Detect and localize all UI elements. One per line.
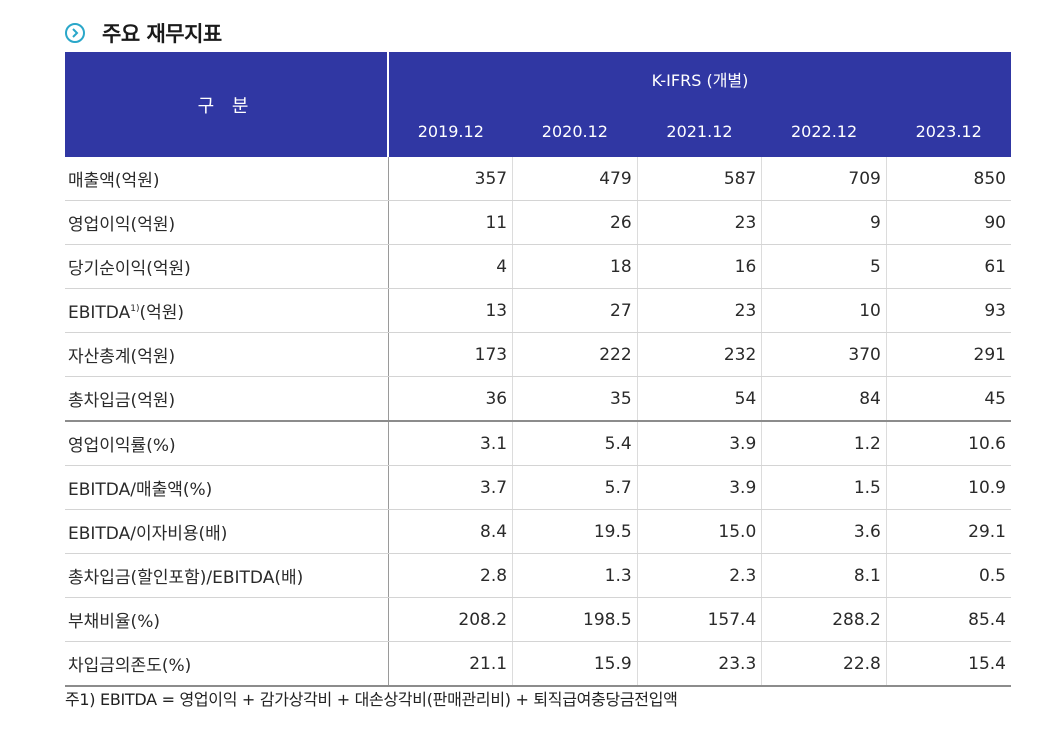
cell-value: 2.3 bbox=[637, 553, 763, 598]
cell-value: 3.9 bbox=[637, 421, 763, 466]
cell-value: 5.7 bbox=[512, 465, 638, 510]
cell-value: 84 bbox=[761, 376, 887, 422]
year-header: 2022.12 bbox=[761, 105, 887, 157]
cell-value: 61 bbox=[886, 244, 1011, 289]
row-label: 자산총계(억원) bbox=[65, 332, 389, 377]
cell-value: 357 bbox=[388, 157, 514, 201]
cell-value: 19.5 bbox=[512, 509, 638, 554]
corner-header: 구 분 bbox=[65, 52, 389, 157]
cell-value: 5.4 bbox=[512, 421, 638, 466]
cell-value: 10.6 bbox=[886, 421, 1011, 466]
row-label-suffix: (억원) bbox=[139, 303, 185, 323]
table-row: 영업이익률(%) 3.1 5.4 3.9 1.2 10.6 bbox=[65, 421, 1011, 466]
cell-value: 291 bbox=[886, 332, 1011, 377]
table-row: 매출액(억원) 357 479 587 709 850 bbox=[65, 157, 1011, 201]
cell-value: 93 bbox=[886, 288, 1011, 333]
row-label: 영업이익률(%) bbox=[65, 421, 389, 466]
cell-value: 36 bbox=[388, 376, 514, 422]
cell-value: 90 bbox=[886, 200, 1011, 245]
cell-value: 0.5 bbox=[886, 553, 1011, 598]
row-label: 영업이익(억원) bbox=[65, 200, 389, 245]
cell-value: 9 bbox=[761, 200, 887, 245]
cell-value: 23 bbox=[637, 288, 763, 333]
row-label: EBITDA/이자비용(배) bbox=[65, 509, 389, 554]
footnote: 주1) EBITDA = 영업이익 + 감가상각비 + 대손상각비(판매관리비)… bbox=[65, 690, 678, 709]
row-label-text: EBITDA bbox=[68, 303, 131, 323]
table-row: EBITDA/이자비용(배) 8.4 19.5 15.0 3.6 29.1 bbox=[65, 509, 1011, 554]
row-label: 당기순이익(억원) bbox=[65, 244, 389, 289]
row-label: 부채비율(%) bbox=[65, 597, 389, 642]
footnote-marker: 1) bbox=[130, 304, 140, 314]
cell-value: 208.2 bbox=[388, 597, 514, 642]
cell-value: 232 bbox=[637, 332, 763, 377]
table-row: EBITDA1)(억원) 13 27 23 10 93 bbox=[65, 288, 1011, 333]
cell-value: 3.7 bbox=[388, 465, 514, 510]
cell-value: 850 bbox=[886, 157, 1011, 201]
group-header: K-IFRS (개별) bbox=[388, 52, 1011, 105]
section-title-row: 주요 재무지표 bbox=[64, 18, 222, 48]
cell-value: 3.6 bbox=[761, 509, 887, 554]
cell-value: 23.3 bbox=[637, 641, 763, 687]
table-row: 총차입금(할인포함)/EBITDA(배) 2.8 1.3 2.3 8.1 0.5 bbox=[65, 553, 1011, 598]
cell-value: 4 bbox=[388, 244, 514, 289]
cell-value: 5 bbox=[761, 244, 887, 289]
year-header: 2023.12 bbox=[886, 105, 1011, 157]
cell-value: 1.2 bbox=[761, 421, 887, 466]
cell-value: 1.3 bbox=[512, 553, 638, 598]
cell-value: 222 bbox=[512, 332, 638, 377]
table-row: 차입금의존도(%) 21.1 15.9 23.3 22.8 15.4 bbox=[65, 641, 1011, 687]
chevron-right-circle-icon bbox=[64, 22, 86, 44]
cell-value: 45 bbox=[886, 376, 1011, 422]
cell-value: 198.5 bbox=[512, 597, 638, 642]
cell-value: 13 bbox=[388, 288, 514, 333]
cell-value: 1.5 bbox=[761, 465, 887, 510]
cell-value: 370 bbox=[761, 332, 887, 377]
cell-value: 3.1 bbox=[388, 421, 514, 466]
cell-value: 29.1 bbox=[886, 509, 1011, 554]
table-row: 부채비율(%) 208.2 198.5 157.4 288.2 85.4 bbox=[65, 597, 1011, 642]
cell-value: 8.4 bbox=[388, 509, 514, 554]
cell-value: 479 bbox=[512, 157, 638, 201]
cell-value: 709 bbox=[761, 157, 887, 201]
cell-value: 21.1 bbox=[388, 641, 514, 687]
financial-indicators-table: 구 분 K-IFRS (개별) 2019.12 2020.12 2021.12 … bbox=[65, 52, 1011, 687]
row-label: 매출액(억원) bbox=[65, 157, 389, 201]
table-row: EBITDA/매출액(%) 3.7 5.7 3.9 1.5 10.9 bbox=[65, 465, 1011, 510]
cell-value: 27 bbox=[512, 288, 638, 333]
cell-value: 15.0 bbox=[637, 509, 763, 554]
section-title: 주요 재무지표 bbox=[102, 22, 222, 46]
cell-value: 35 bbox=[512, 376, 638, 422]
row-label: EBITDA1)(억원) bbox=[65, 288, 389, 333]
cell-value: 587 bbox=[637, 157, 763, 201]
table-row: 자산총계(억원) 173 222 232 370 291 bbox=[65, 332, 1011, 377]
cell-value: 288.2 bbox=[761, 597, 887, 642]
cell-value: 157.4 bbox=[637, 597, 763, 642]
row-label: 차입금의존도(%) bbox=[65, 641, 389, 687]
cell-value: 15.9 bbox=[512, 641, 638, 687]
cell-value: 23 bbox=[637, 200, 763, 245]
cell-value: 85.4 bbox=[886, 597, 1011, 642]
year-header: 2021.12 bbox=[637, 105, 762, 157]
row-label: 총차입금(할인포함)/EBITDA(배) bbox=[65, 553, 389, 598]
cell-value: 11 bbox=[388, 200, 514, 245]
row-label: EBITDA/매출액(%) bbox=[65, 465, 389, 510]
cell-value: 54 bbox=[637, 376, 763, 422]
cell-value: 15.4 bbox=[886, 641, 1011, 687]
cell-value: 16 bbox=[637, 244, 763, 289]
cell-value: 18 bbox=[512, 244, 638, 289]
cell-value: 10.9 bbox=[886, 465, 1011, 510]
row-label: 총차입금(억원) bbox=[65, 376, 389, 422]
table-row: 당기순이익(억원) 4 18 16 5 61 bbox=[65, 244, 1011, 289]
table-row: 총차입금(억원) 36 35 54 84 45 bbox=[65, 376, 1011, 422]
year-header: 2019.12 bbox=[388, 105, 513, 157]
cell-value: 173 bbox=[388, 332, 514, 377]
table-row: 영업이익(억원) 11 26 23 9 90 bbox=[65, 200, 1011, 245]
cell-value: 22.8 bbox=[761, 641, 887, 687]
cell-value: 26 bbox=[512, 200, 638, 245]
cell-value: 2.8 bbox=[388, 553, 514, 598]
cell-value: 3.9 bbox=[637, 465, 763, 510]
cell-value: 10 bbox=[761, 288, 887, 333]
cell-value: 8.1 bbox=[761, 553, 887, 598]
year-header: 2020.12 bbox=[512, 105, 638, 157]
